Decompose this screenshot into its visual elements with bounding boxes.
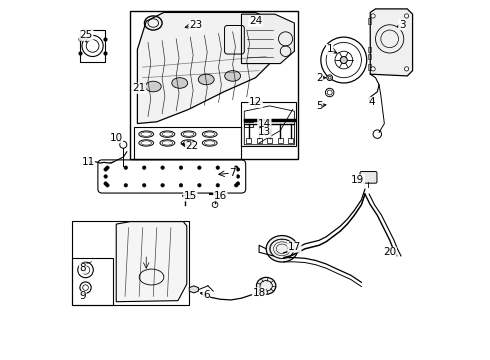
Bar: [289, 138, 294, 143]
Circle shape: [371, 14, 375, 18]
Text: 19: 19: [351, 175, 365, 185]
Circle shape: [104, 182, 107, 185]
Text: 6: 6: [203, 290, 210, 300]
Circle shape: [161, 166, 164, 170]
Circle shape: [120, 141, 127, 148]
Bar: [257, 138, 262, 143]
Polygon shape: [116, 222, 187, 302]
Text: 1: 1: [326, 45, 333, 54]
Circle shape: [104, 168, 107, 171]
Text: 12: 12: [249, 98, 262, 107]
Text: 22: 22: [185, 141, 199, 152]
Circle shape: [404, 67, 409, 71]
Polygon shape: [242, 14, 294, 64]
Text: 21: 21: [132, 83, 146, 93]
Text: 16: 16: [214, 191, 227, 201]
Text: 4: 4: [368, 98, 375, 107]
Ellipse shape: [225, 71, 241, 81]
Bar: [245, 119, 253, 122]
Circle shape: [404, 14, 409, 18]
Text: 15: 15: [184, 191, 197, 201]
Circle shape: [236, 175, 240, 178]
Bar: [368, 18, 371, 24]
Bar: [72, 258, 113, 305]
Circle shape: [234, 184, 238, 187]
Circle shape: [216, 166, 220, 170]
Polygon shape: [370, 9, 413, 76]
Text: 11: 11: [81, 157, 95, 167]
Bar: [368, 54, 371, 59]
Circle shape: [327, 75, 333, 81]
Ellipse shape: [146, 81, 161, 92]
Circle shape: [371, 67, 375, 71]
Circle shape: [124, 184, 127, 187]
Circle shape: [212, 202, 218, 207]
Text: 17: 17: [288, 242, 301, 252]
Circle shape: [179, 166, 183, 170]
Text: 10: 10: [110, 133, 123, 143]
Circle shape: [143, 166, 146, 170]
Circle shape: [104, 175, 107, 178]
Circle shape: [216, 184, 220, 187]
Circle shape: [373, 130, 382, 138]
Text: 24: 24: [249, 16, 262, 26]
FancyBboxPatch shape: [360, 171, 377, 183]
Text: 23: 23: [189, 20, 202, 30]
Bar: [246, 138, 251, 143]
Bar: [245, 123, 253, 127]
Bar: [278, 138, 283, 143]
Circle shape: [124, 166, 127, 170]
Bar: [130, 11, 298, 159]
Text: 25: 25: [79, 30, 93, 40]
Bar: [134, 127, 242, 159]
Circle shape: [197, 184, 201, 187]
Ellipse shape: [256, 277, 276, 294]
Bar: [80, 30, 105, 62]
Bar: [72, 221, 189, 305]
Bar: [242, 102, 296, 147]
Text: 7: 7: [229, 168, 236, 178]
Circle shape: [106, 166, 109, 170]
Ellipse shape: [198, 74, 214, 85]
Ellipse shape: [266, 235, 298, 262]
Text: 3: 3: [399, 20, 405, 30]
Text: 8: 8: [79, 263, 86, 273]
Text: 20: 20: [383, 247, 396, 257]
Ellipse shape: [172, 78, 188, 88]
Polygon shape: [137, 12, 278, 123]
Text: 5: 5: [316, 101, 322, 111]
Circle shape: [234, 166, 238, 170]
Circle shape: [328, 76, 331, 79]
Text: 9: 9: [79, 292, 86, 301]
Circle shape: [179, 184, 183, 187]
Circle shape: [106, 184, 109, 187]
Text: 14: 14: [258, 118, 271, 129]
Circle shape: [82, 35, 103, 57]
Text: 13: 13: [258, 127, 271, 138]
Bar: [267, 138, 272, 143]
Circle shape: [236, 168, 240, 171]
Circle shape: [161, 184, 164, 187]
Circle shape: [197, 166, 201, 170]
Text: 2: 2: [316, 73, 322, 83]
Bar: [368, 47, 371, 52]
Polygon shape: [189, 286, 198, 293]
Bar: [368, 64, 371, 70]
Circle shape: [236, 182, 240, 185]
Text: 18: 18: [252, 288, 266, 298]
Circle shape: [143, 184, 146, 187]
Circle shape: [340, 57, 347, 64]
